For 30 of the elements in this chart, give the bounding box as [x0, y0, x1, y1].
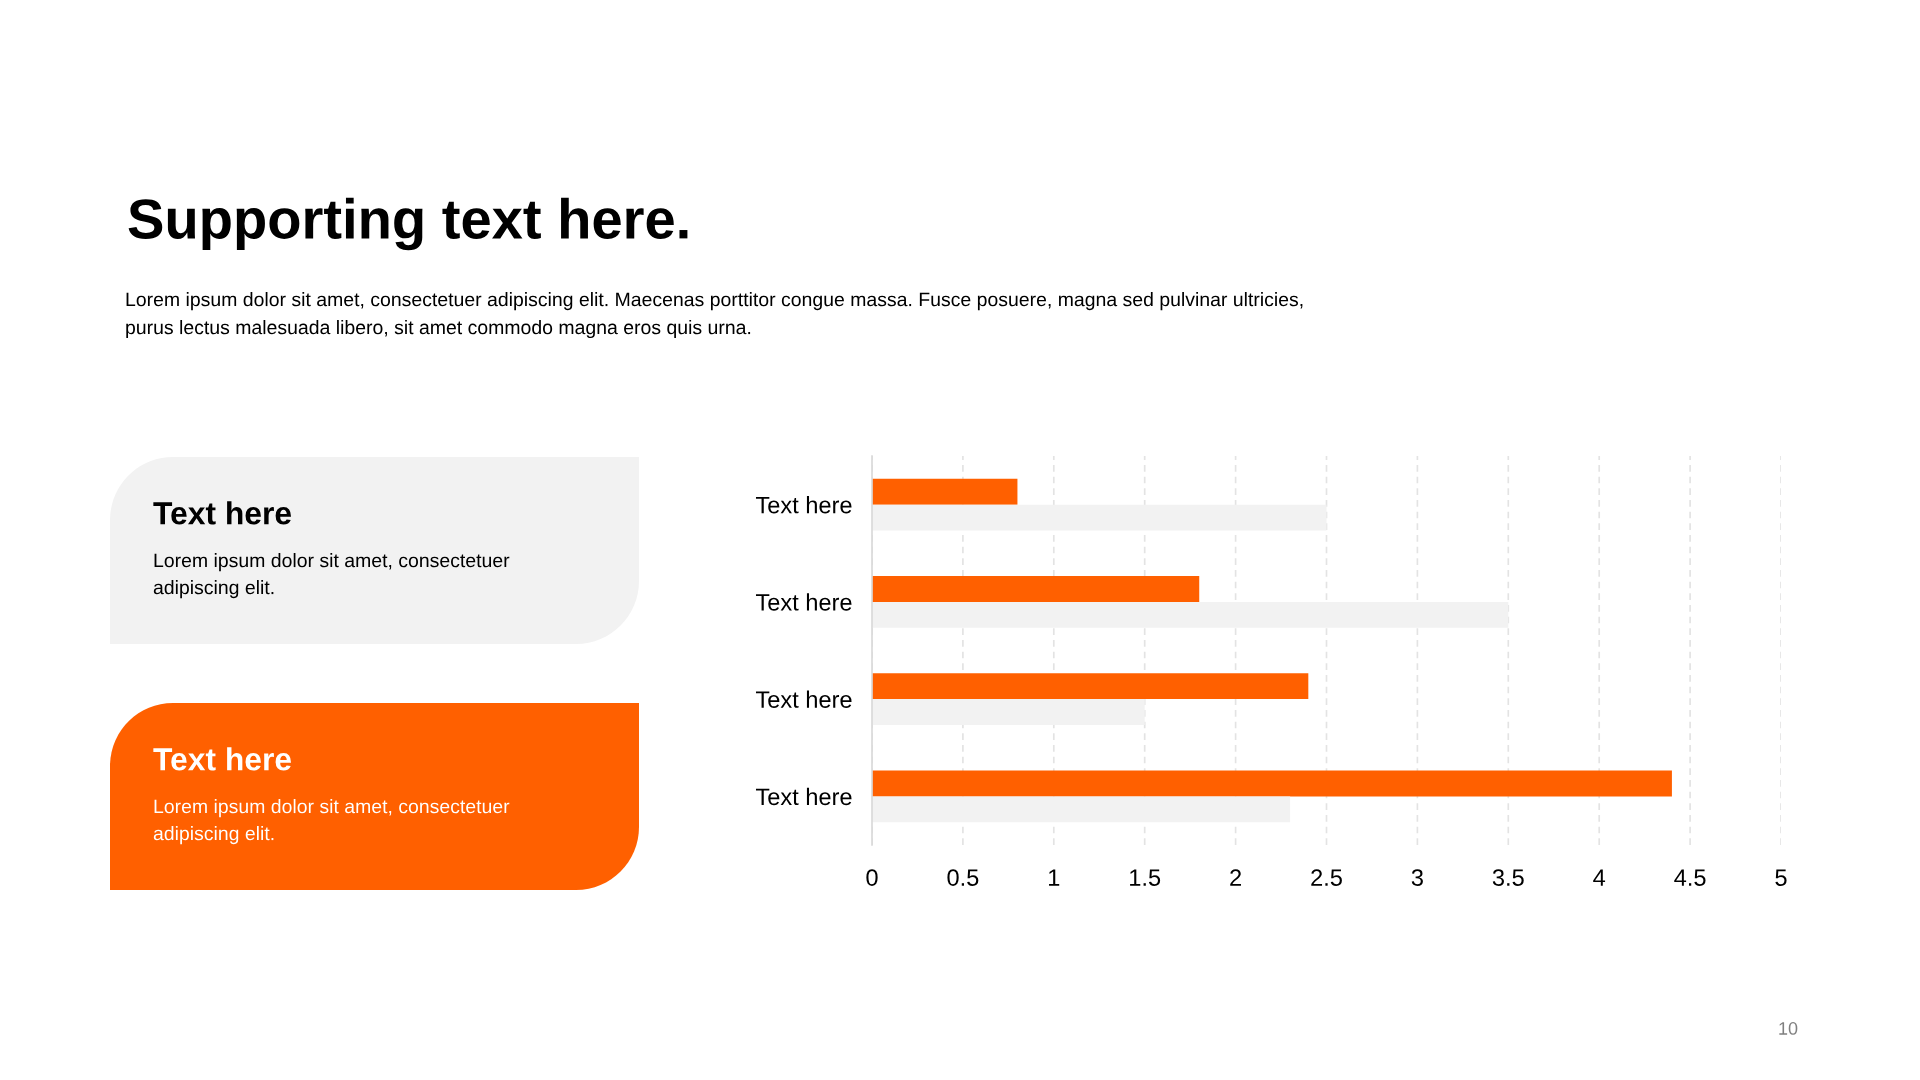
bar	[872, 770, 1672, 797]
x-tick-label: 3	[1411, 869, 1423, 886]
y-tick-label: Text here	[755, 690, 852, 708]
x-tick-label: 0.5	[947, 869, 979, 886]
x-tick-label: 2.5	[1311, 869, 1342, 886]
text: Text here	[153, 747, 291, 771]
bar	[872, 478, 1018, 505]
y-tick-label: Text here	[755, 787, 852, 806]
bar	[872, 601, 1509, 628]
text: Lorem ipsum dolor sit amet, consectetuer adipiscing elit.	[153, 553, 510, 599]
bar	[872, 504, 1327, 531]
bar	[872, 673, 1309, 700]
text: Lorem ipsum dolor sit amet, consectetuer adipiscing elit. Maecenas porttitor congue massa. Fusce posuere, magna sed pulvinar ultricies, purus lectus malesuada libero, sit amet commodo magna eros quis urna.	[126, 292, 1303, 339]
text: Lorem ipsum dolor sit amet, consectetuer adipiscing elit.	[153, 799, 510, 845]
bar	[872, 796, 1291, 823]
x-tick-label: 1	[1049, 869, 1060, 886]
bar	[872, 699, 1145, 725]
y-tick-label: Text here	[755, 593, 852, 611]
x-tick-label: 4.5	[1674, 869, 1706, 886]
x-tick-label: 0	[866, 869, 878, 886]
text: Text here	[153, 501, 291, 525]
y-tick-label: Text here	[755, 496, 852, 514]
x-tick-label: 4	[1593, 869, 1606, 886]
x-tick-label: 2	[1230, 869, 1241, 886]
text: Supporting text here.	[128, 197, 688, 251]
x-tick-label: 5	[1775, 869, 1787, 886]
text: 10	[1779, 1022, 1798, 1035]
bar	[872, 576, 1200, 602]
x-tick-label: 1.5	[1130, 869, 1161, 886]
x-tick-label: 3.5	[1492, 869, 1524, 886]
